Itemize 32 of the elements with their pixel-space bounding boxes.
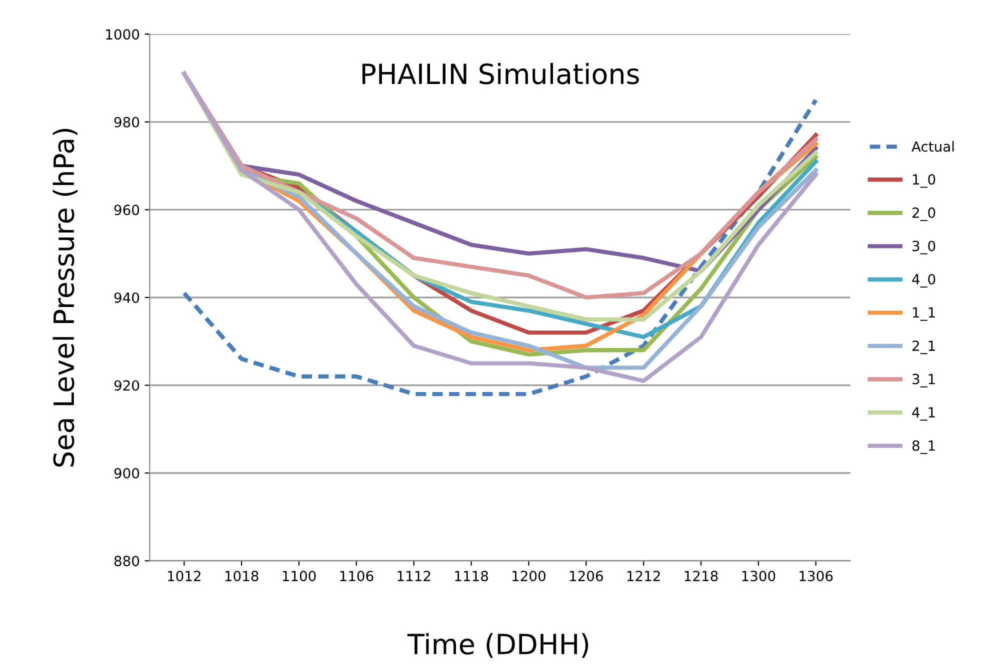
x-tick-label: 1218 <box>684 570 718 582</box>
legend-label: 2_1 <box>912 340 935 354</box>
x-tick-label: 1118 <box>455 570 488 582</box>
x-tick-label: 1112 <box>398 570 430 582</box>
x-tick-label: 1018 <box>225 570 258 582</box>
x-tick-label: 1300 <box>742 570 776 582</box>
y-tick-label: 940 <box>114 292 140 303</box>
legend-label: Actual <box>912 141 954 152</box>
y-tick-label: 880 <box>114 556 140 566</box>
x-tick-label: 1100 <box>282 570 316 582</box>
legend-label: 4_0 <box>912 274 936 288</box>
legend-label: 3_1 <box>912 374 935 388</box>
y-tick-label: 900 <box>114 468 140 478</box>
y-tick-label: 980 <box>114 116 140 128</box>
x-tick-label: 1106 <box>340 570 374 582</box>
y-tick-label: 1000 <box>106 29 140 40</box>
legend-label: 8_1 <box>912 440 935 454</box>
x-axis-title: Time (DDHH) <box>407 633 588 658</box>
legend-label: 3_0 <box>912 240 936 254</box>
x-tick-label: 1306 <box>800 570 833 582</box>
legend-label: 4_1 <box>912 407 935 421</box>
legend-label: 1_0 <box>912 174 936 188</box>
y-axis-title: Sea Level Pressure (hPa) <box>52 128 78 467</box>
x-tick-label: 1212 <box>627 570 660 582</box>
legend-label: 1_1 <box>912 307 935 321</box>
x-tick-label: 1012 <box>168 570 200 582</box>
y-tick-label: 920 <box>114 380 140 391</box>
x-tick-label: 1200 <box>512 570 546 582</box>
y-tick-label: 960 <box>114 204 140 216</box>
x-tick-label: 1206 <box>570 570 603 582</box>
text: PHAILIN Simulations <box>362 62 639 84</box>
legend-label: 2_0 <box>912 207 936 222</box>
